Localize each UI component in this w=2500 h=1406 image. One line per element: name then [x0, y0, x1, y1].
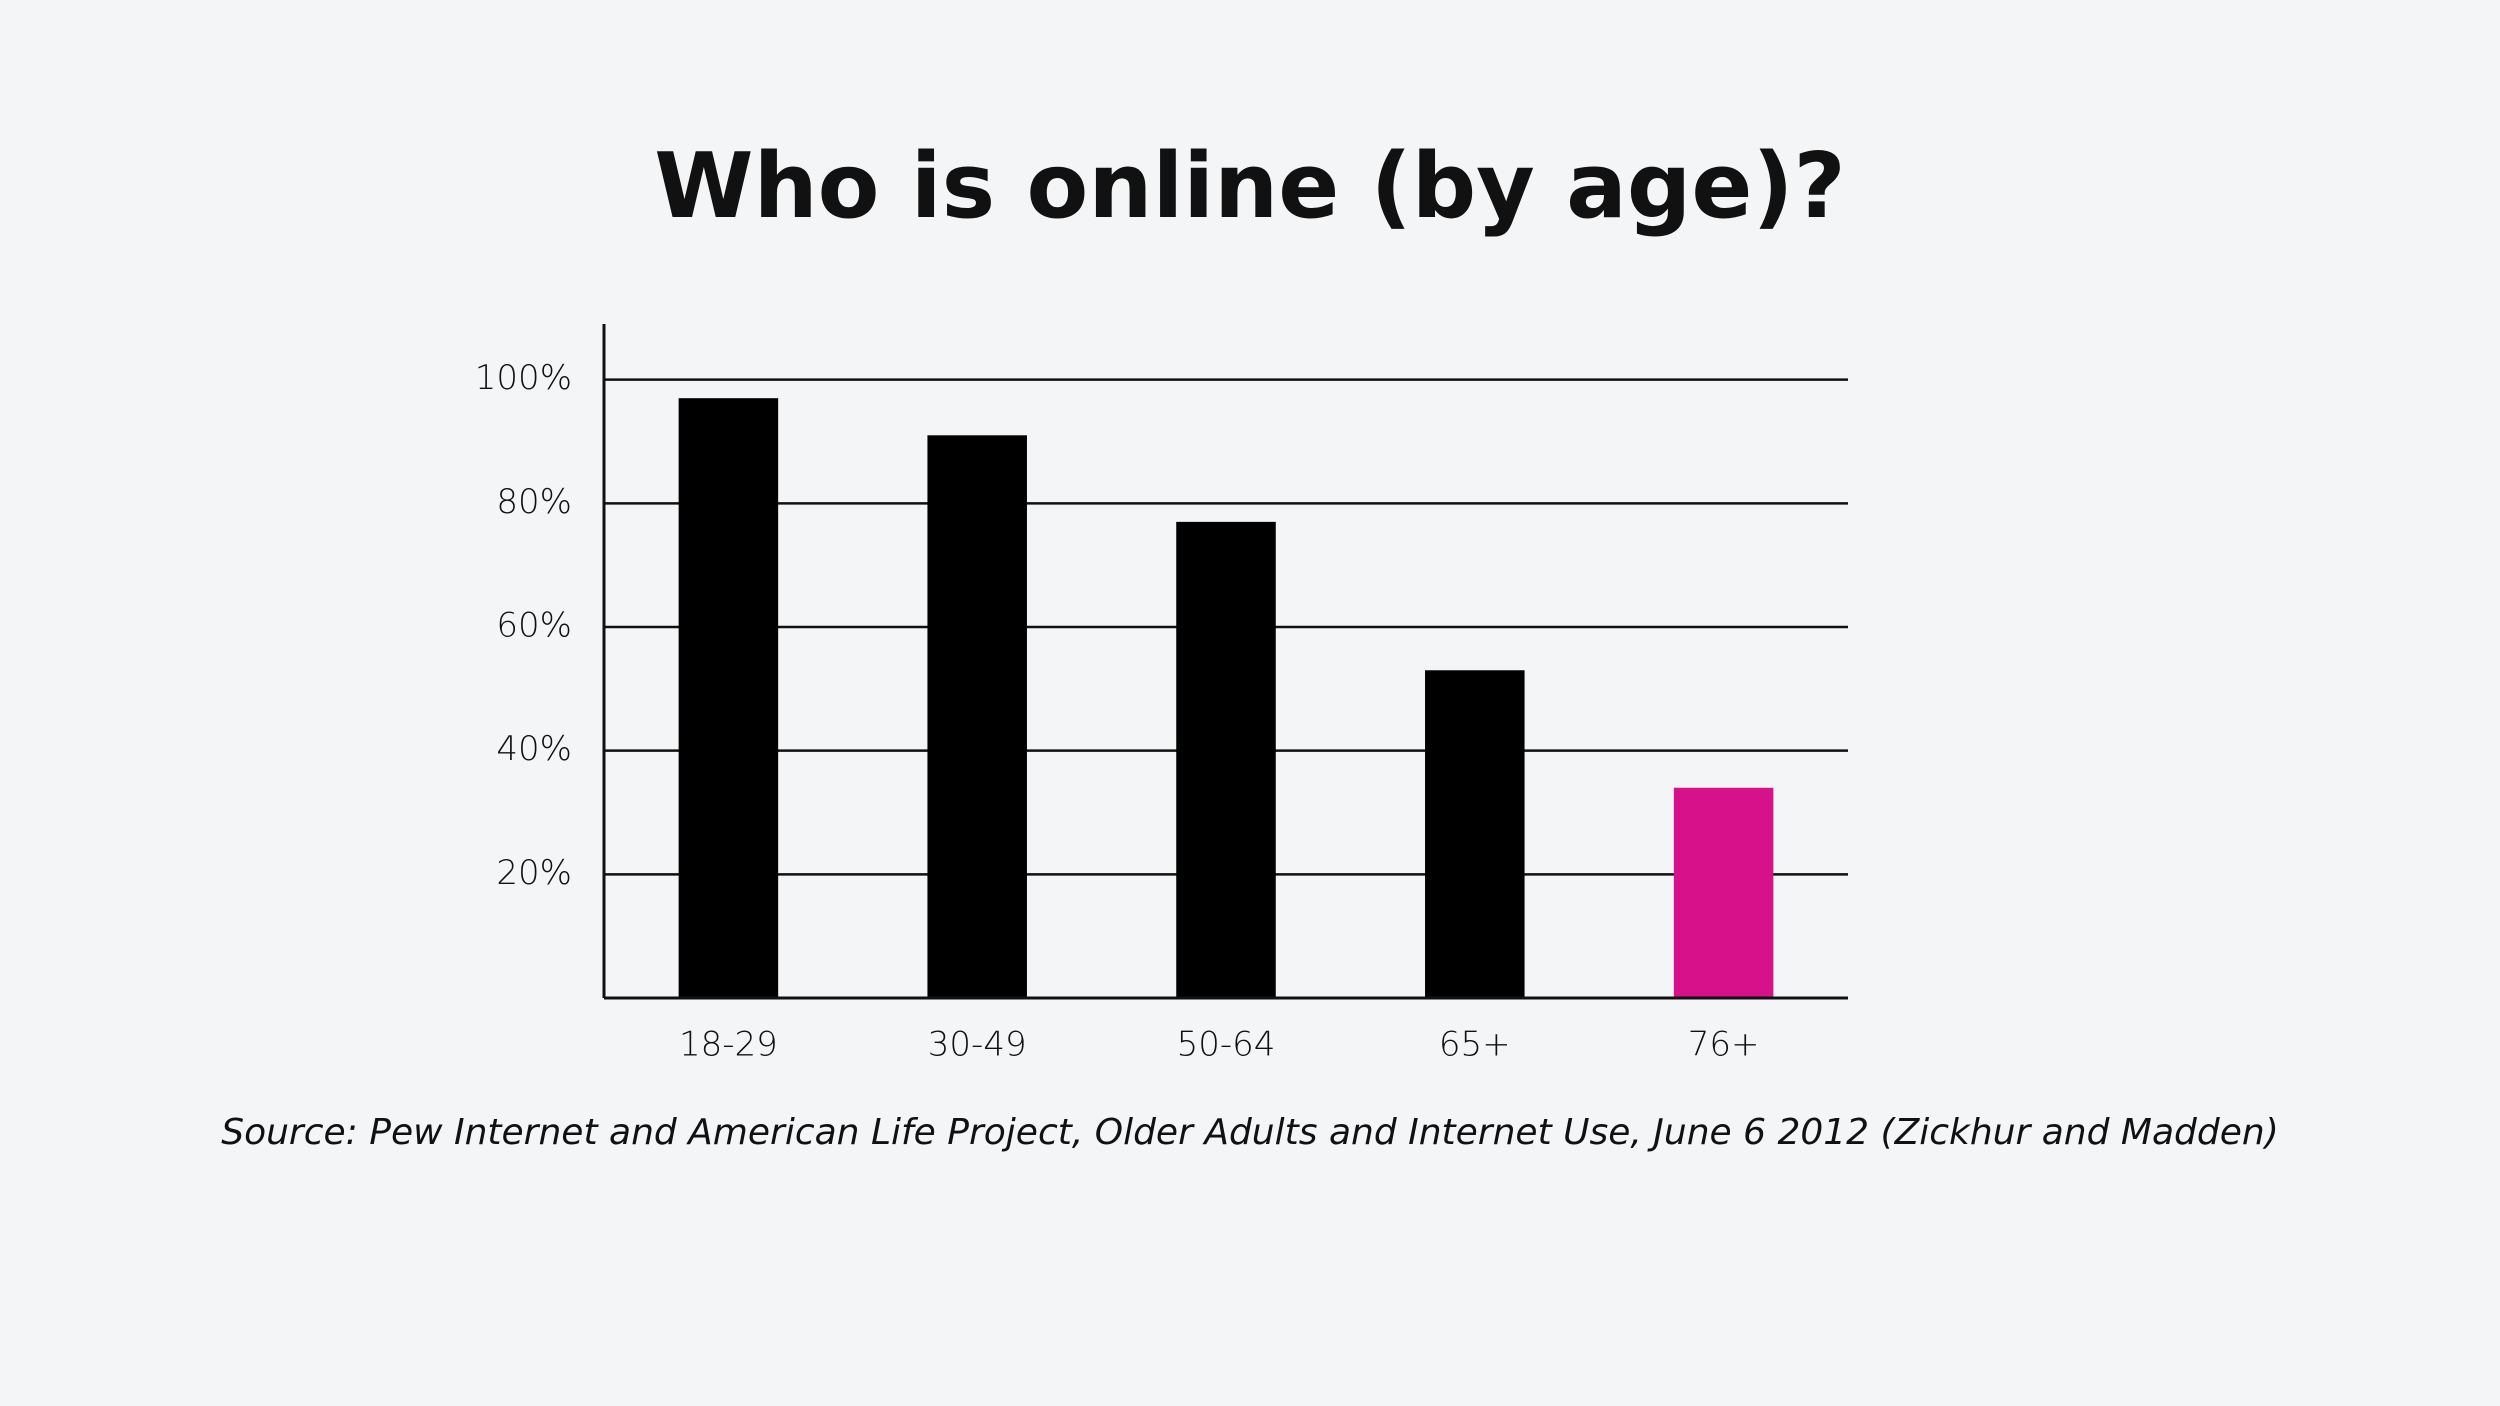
x-tick-label: 30-49	[928, 1025, 1027, 1065]
bar	[1425, 670, 1525, 998]
y-tick-label: 80%	[496, 482, 572, 522]
x-tick-label: 18-29	[679, 1025, 778, 1065]
source-note: Source: Pew Internet and American Life P…	[221, 1112, 2279, 1153]
y-tick-label: 20%	[496, 853, 572, 893]
bar	[1176, 521, 1276, 998]
x-tick-label: 50-64	[1177, 1025, 1276, 1065]
x-tick-label: 76+	[1688, 1025, 1760, 1065]
y-tick-label: 100%	[475, 358, 572, 398]
y-tick-label: 60%	[496, 605, 572, 645]
chart-title: Who is online (by age)?	[654, 134, 1845, 239]
y-tick-label: 40%	[496, 729, 572, 769]
x-tick-label: 65+	[1439, 1025, 1511, 1065]
bar	[1673, 787, 1774, 998]
bar	[927, 435, 1027, 999]
bar	[678, 398, 779, 998]
